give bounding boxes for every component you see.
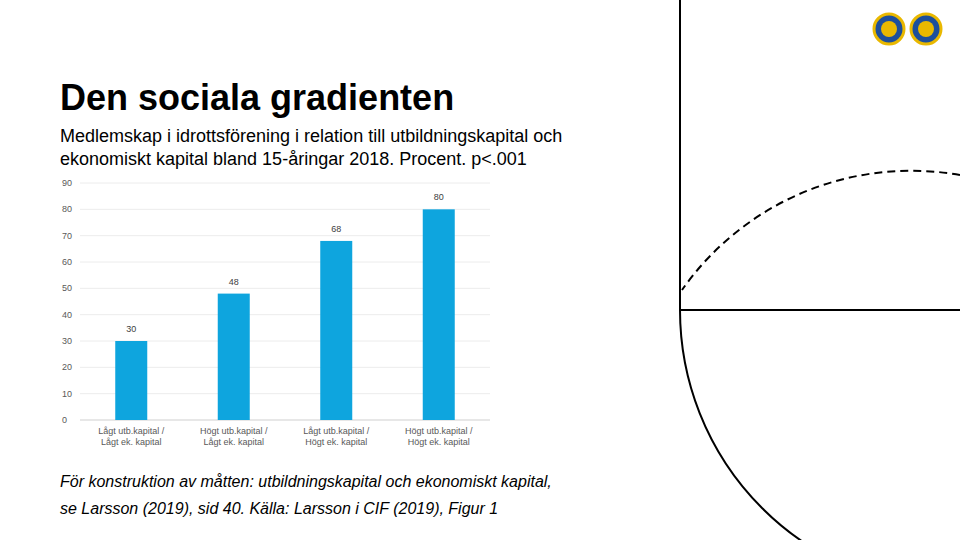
y-tick-label: 90 [62,178,72,188]
y-tick-label: 30 [62,336,72,346]
y-axis: 0 10 20 30 40 50 60 70 80 90 [62,178,490,425]
deco-line [680,309,960,311]
bar [423,209,455,420]
grid-line [80,183,490,184]
deco-arc [680,310,960,540]
slide: Den sociala gradienten Medlemskap i idrot… [0,0,960,540]
decoration [680,0,960,540]
logo [874,14,904,44]
y-tick-label: 10 [62,389,72,399]
title: Den sociala gradienten [60,77,454,118]
x-tick-label: Högt utb.kapital /Högt ek. kapital [405,426,473,447]
y-tick-label: 40 [62,310,72,320]
footnote: se Larsson (2019), sid 40. Källa: Larsso… [60,500,498,517]
bar [218,294,250,420]
y-tick-label: 80 [62,204,72,214]
x-tick-label-line: Högt utb.kapital / [200,426,268,436]
data-label: 30 [126,324,136,334]
y-axis-line [80,183,81,420]
page: Den sociala gradienten Medlemskap i idrot… [0,0,960,540]
y-tick-label: 60 [62,257,72,267]
x-tick-label: Lågt utb.kapital /Lågt ek. kapital [98,426,165,447]
logo [911,14,941,44]
x-tick-label-line: Högt utb.kapital / [405,426,473,436]
footnote: För konstruktion av måtten: utbildningsk… [60,473,552,490]
x-tick-label-line: Lågt ek. kapital [203,437,264,447]
bars [115,209,455,420]
subtitle: ekonomiskt kapital bland 15-åringar 2018… [60,149,527,169]
data-label: 80 [434,192,444,202]
x-tick-label-line: Högt ek. kapital [305,437,367,447]
y-tick-label: 0 [62,415,67,425]
y-tick-label: 70 [62,231,72,241]
subtitle: Medlemskap i idrottsförening i relation … [60,126,562,146]
bar [115,341,147,420]
x-tick-label-line: Lågt ek. kapital [101,437,162,447]
x-tick-label-line: Lågt utb.kapital / [98,426,165,436]
data-label: 68 [331,224,341,234]
logo-center [881,21,897,37]
y-tick-label: 20 [62,362,72,372]
x-tick-label-line: Lågt utb.kapital / [303,426,370,436]
y-tick-label: 50 [62,283,72,293]
data-label: 48 [229,277,239,287]
deco-dashed-arc [682,171,960,290]
logo-center [918,21,934,37]
x-tick-label: Högt utb.kapital /Lågt ek. kapital [200,426,268,447]
bar [320,241,352,420]
x-tick-label-line: Högt ek. kapital [408,437,470,447]
logos [874,14,941,44]
deco-line [679,0,681,310]
x-tick-label: Lågt utb.kapital /Högt ek. kapital [303,426,370,447]
